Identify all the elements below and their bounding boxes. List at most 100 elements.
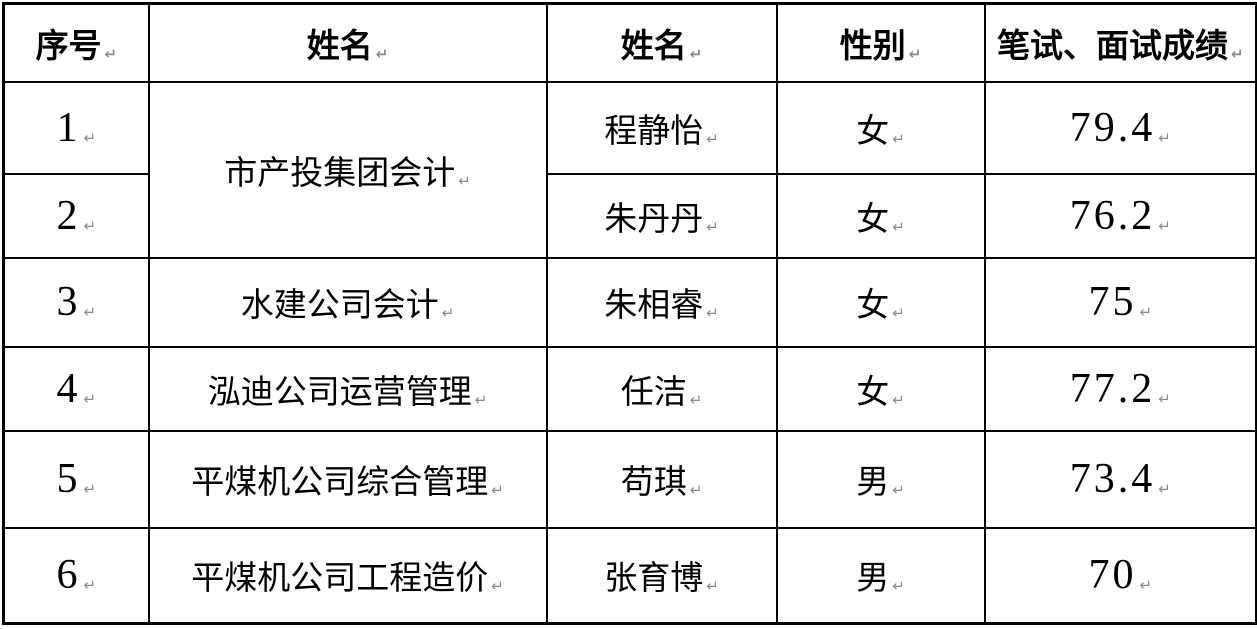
line-break-mark-icon: ↵ [892, 217, 905, 236]
score-cell: 70 ↵ [983, 526, 1257, 625]
score-cell: 77.2 ↵ [983, 345, 1257, 432]
gender-value: 男 [856, 465, 890, 501]
line-break-mark-icon: ↵ [1139, 576, 1153, 595]
name-cell: 张育博 ↵ [545, 526, 778, 625]
gender-cell: 男 ↵ [775, 526, 986, 625]
name-cell: 任洁 ↵ [545, 345, 778, 432]
gender-cell: 男 ↵ [775, 429, 986, 529]
table-row: 1 ↵ 市产投集团会计 ↵ 程静怡 ↵ 女 ↵ 79.4 ↵ [2, 80, 1257, 259]
score-value: 73.4 [1069, 456, 1156, 502]
line-break-mark-icon: ↵ [892, 390, 905, 409]
gender-cell: 女 ↵ [775, 80, 986, 175]
gender-value: 女 [856, 113, 890, 150]
gender-cell: 女 ↵ [775, 345, 986, 432]
serial-value: 4 [56, 365, 81, 412]
line-break-mark-icon: ↵ [892, 577, 905, 596]
line-break-mark-icon: ↵ [706, 217, 719, 236]
line-break-mark-icon: ↵ [83, 480, 97, 498]
line-break-mark-icon: ↵ [83, 576, 97, 595]
score-value: 75 [1088, 279, 1137, 325]
line-break-mark-icon: ↵ [892, 481, 905, 499]
header-row: 序号 ↵ 姓名 ↵ 姓名 ↵ 性别 ↵ 笔试、面试成绩 ↵ [2, 2, 1257, 83]
position-value: 市产投集团会计 [224, 155, 456, 192]
header-name-label: 姓名 [620, 26, 687, 64]
name-value: 朱丹丹 [604, 201, 704, 238]
gender-value: 女 [856, 288, 890, 324]
header-score: 笔试、面试成绩 ↵ [983, 2, 1257, 83]
line-break-mark-icon: ↵ [83, 128, 97, 147]
line-break-mark-icon: ↵ [491, 577, 504, 596]
header-position-label: 姓名 [306, 26, 373, 64]
line-break-mark-icon: ↵ [892, 129, 905, 148]
line-break-mark-icon: ↵ [706, 577, 719, 596]
name-value: 张育博 [604, 561, 704, 598]
line-break-mark-icon: ↵ [1158, 389, 1171, 408]
serial-cell: 5 ↵ [2, 429, 150, 529]
gender-value: 女 [856, 374, 890, 411]
serial-value: 2 [56, 192, 81, 239]
header-serial: 序号 ↵ [2, 2, 150, 83]
serial-value: 3 [56, 279, 81, 325]
position-value: 水建公司会计 [240, 288, 439, 324]
line-break-mark-icon: ↵ [375, 44, 389, 63]
table-row: 5 ↵ 平煤机公司综合管理 ↵ 苟琪 ↵ 男 ↵ 73.4 ↵ [2, 429, 1257, 529]
line-break-mark-icon: ↵ [83, 389, 97, 408]
name-cell: 程静怡 ↵ [545, 80, 778, 175]
name-cell: 苟琪 ↵ [545, 429, 778, 529]
line-break-mark-icon: ↵ [706, 129, 719, 148]
gender-cell: 女 ↵ [775, 256, 986, 348]
line-break-mark-icon: ↵ [689, 481, 703, 499]
line-break-mark-icon: ↵ [104, 44, 118, 63]
line-break-mark-icon: ↵ [689, 44, 703, 63]
gender-cell: 女 ↵ [775, 172, 986, 259]
line-break-mark-icon: ↵ [83, 303, 97, 321]
line-break-mark-icon: ↵ [1158, 480, 1171, 498]
position-value: 泓迪公司运营管理 [207, 374, 472, 411]
header-gender: 性别 ↵ [775, 2, 986, 83]
serial-value: 5 [56, 456, 81, 502]
score-cell: 73.4 ↵ [983, 429, 1257, 529]
position-value: 平煤机公司工程造价 [191, 561, 489, 598]
score-cell: 76.2 ↵ [983, 172, 1257, 259]
position-cell: 平煤机公司工程造价 ↵ [147, 526, 548, 625]
score-value: 70 [1088, 552, 1137, 599]
line-break-mark-icon: ↵ [706, 304, 719, 322]
line-break-mark-icon: ↵ [908, 44, 922, 63]
name-value: 任洁 [620, 374, 687, 411]
line-break-mark-icon: ↵ [458, 171, 471, 190]
score-cell: 75 ↵ [983, 256, 1257, 348]
line-break-mark-icon: ↵ [83, 216, 97, 235]
line-break-mark-icon: ↵ [892, 304, 905, 322]
header-position: 姓名 ↵ [147, 2, 548, 83]
serial-value: 6 [56, 552, 81, 599]
serial-value: 1 [56, 104, 81, 151]
position-cell: 泓迪公司运营管理 ↵ [147, 345, 548, 432]
line-break-mark-icon: ↵ [1139, 303, 1153, 321]
line-break-mark-icon: ↵ [441, 304, 455, 322]
name-value: 苟琪 [620, 465, 687, 501]
gender-value: 女 [856, 201, 890, 238]
table-row: 6 ↵ 平煤机公司工程造价 ↵ 张育博 ↵ 男 ↵ 70 ↵ [2, 526, 1257, 625]
header-name: 姓名 ↵ [545, 2, 778, 83]
score-value: 76.2 [1069, 192, 1156, 239]
line-break-mark-icon: ↵ [1158, 128, 1171, 147]
gender-value: 男 [856, 561, 890, 598]
position-cell: 水建公司会计 ↵ [147, 256, 548, 348]
position-value: 平煤机公司综合管理 [191, 465, 489, 501]
table-row: 3 ↵ 水建公司会计 ↵ 朱相睿 ↵ 女 ↵ 75 ↵ [2, 256, 1257, 348]
line-break-mark-icon: ↵ [689, 390, 703, 409]
position-cell: 平煤机公司综合管理 ↵ [147, 429, 548, 529]
serial-cell: 6 ↵ [2, 526, 150, 625]
name-cell: 朱相睿 ↵ [545, 256, 778, 348]
position-cell-merged: 市产投集团会计 ↵ [147, 80, 548, 259]
line-break-mark-icon: ↵ [1158, 216, 1171, 235]
header-serial-label: 序号 [35, 26, 102, 64]
name-cell: 朱丹丹 ↵ [545, 172, 778, 259]
score-cell: 79.4 ↵ [983, 80, 1257, 175]
header-gender-label: 性别 [839, 26, 906, 64]
score-value: 79.4 [1069, 104, 1156, 151]
serial-cell: 2 ↵ [2, 172, 150, 259]
table-row: 2 ↵ 朱丹丹 ↵ 女 ↵ 76.2 ↵ [2, 172, 1257, 259]
